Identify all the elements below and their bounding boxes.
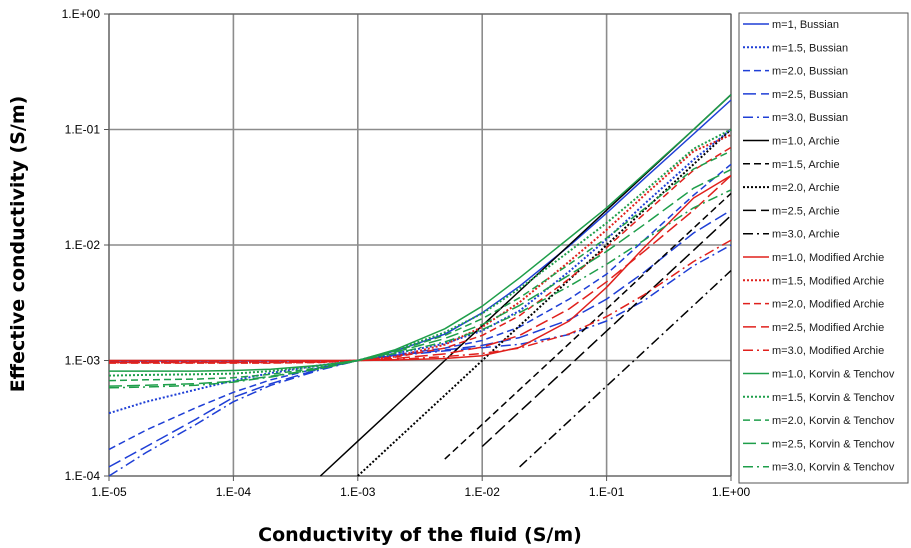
- legend-label: m=2.5, Korvin & Tenchov: [772, 438, 895, 450]
- legend-label: m=3.0, Modified Archie: [772, 345, 884, 357]
- legend-label: m=2.5, Archie: [772, 205, 840, 217]
- series-line: [108, 189, 732, 389]
- legend-label: m=1.0, Korvin & Tenchov: [772, 369, 895, 381]
- legend-label: m=3.0, Archie: [772, 229, 840, 241]
- x-axis-title: Conductivity of the fluid (S/m): [258, 524, 582, 546]
- legend-label: m=1.5, Archie: [772, 159, 840, 171]
- y-axis-ticks: 1.E-04 1.E-03 1.E-02 1.E-01 1.E+00: [62, 7, 109, 483]
- series-line: [109, 174, 732, 362]
- legend-label: m=1.0, Archie: [772, 136, 840, 148]
- series-line: [109, 239, 732, 363]
- series-line: [444, 192, 732, 460]
- series-line: [108, 150, 732, 382]
- y-tick-label: 1.E-04: [65, 469, 101, 483]
- x-tick-label: 1.E-03: [340, 485, 376, 499]
- legend-label: m=1.5, Bussian: [772, 42, 848, 54]
- legend: m=1, Bussian m=1.5, Bussian m=2.0, Bussian…: [738, 12, 909, 484]
- series-layer: [108, 94, 732, 477]
- series-line: [108, 128, 732, 415]
- legend-label: m=1.0, Modified Archie: [772, 252, 884, 264]
- x-tick-label: 1.E-04: [216, 485, 252, 499]
- series-line: [108, 128, 732, 377]
- legend-label: m=2.5, Modified Archie: [772, 322, 884, 334]
- x-tick-label: 1.E-01: [589, 485, 625, 499]
- series-line: [108, 168, 732, 387]
- legend-label: m=2.0, Archie: [772, 182, 840, 194]
- series-line: [109, 94, 732, 372]
- legend-label: m=1, Bussian: [772, 19, 839, 31]
- y-tick-label: 1.E-03: [65, 354, 101, 368]
- legend-label: m=2.5, Bussian: [772, 89, 848, 101]
- x-axis-ticks: 1.E-05 1.E-04 1.E-03 1.E-02 1.E-01 1.E+00: [91, 476, 751, 499]
- legend-label: m=3.0, Korvin & Tenchov: [772, 462, 895, 474]
- legend-label: m=2.0, Modified Archie: [772, 299, 884, 311]
- series-line: [357, 128, 732, 477]
- legend-label: m=1.5, Korvin & Tenchov: [772, 392, 895, 404]
- x-tick-label: 1.E+00: [712, 485, 751, 499]
- legend-label: m=2.0, Korvin & Tenchov: [772, 415, 895, 427]
- y-tick-label: 1.E+00: [62, 7, 101, 21]
- series-line: [481, 214, 732, 448]
- series-line: [109, 174, 732, 364]
- legend-label: m=3.0, Bussian: [772, 112, 848, 124]
- series-line: [109, 146, 732, 364]
- y-tick-label: 1.E-02: [65, 238, 101, 252]
- y-axis-title: Effective conductivity (S/m): [7, 96, 29, 393]
- series-line: [108, 244, 732, 477]
- series-line: [519, 270, 732, 468]
- x-tick-label: 1.E-02: [465, 485, 501, 499]
- series-line: [108, 163, 732, 451]
- legend-box: [738, 12, 909, 484]
- x-tick-label: 1.E-05: [91, 485, 127, 499]
- legend-label: m=1.5, Modified Archie: [772, 275, 884, 287]
- legend-label: m=2.0, Bussian: [772, 66, 848, 78]
- y-tick-label: 1.E-01: [65, 123, 101, 137]
